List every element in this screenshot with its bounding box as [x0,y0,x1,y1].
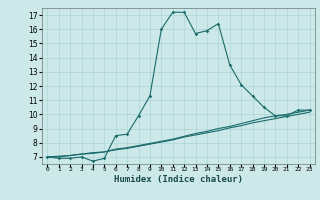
X-axis label: Humidex (Indice chaleur): Humidex (Indice chaleur) [114,175,243,184]
